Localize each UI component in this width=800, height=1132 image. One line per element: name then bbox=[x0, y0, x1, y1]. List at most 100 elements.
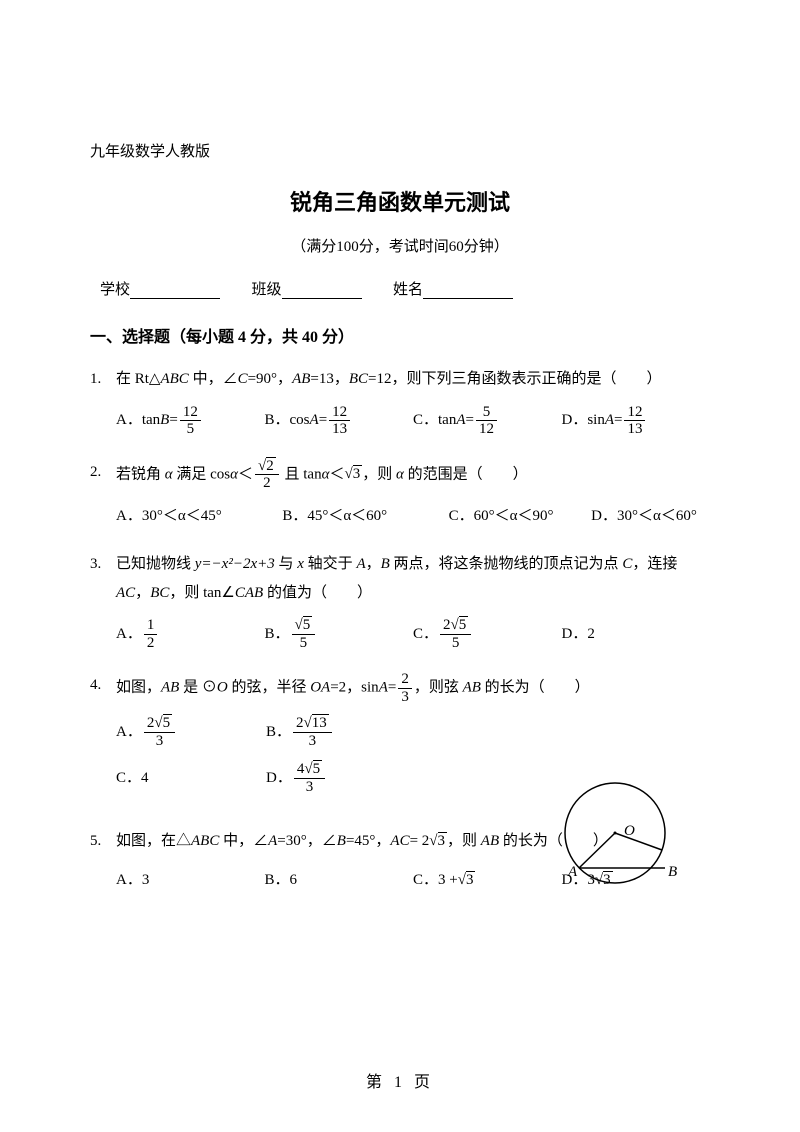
q2-opt-d: D．30°＜α＜60° bbox=[591, 502, 710, 531]
q1-opt-b: B．cos A = 1213 bbox=[265, 404, 414, 438]
q3-x: x bbox=[297, 556, 304, 572]
school-blank[interactable] bbox=[130, 283, 220, 300]
q4-t2: 的弦，半径 bbox=[228, 679, 311, 695]
q4-t4: ，则弦 bbox=[414, 679, 463, 695]
q4-t1: 是 ⊙ bbox=[179, 679, 217, 695]
q3-opt-c: C．255 bbox=[413, 617, 562, 651]
q1d-pre: D．sin bbox=[562, 406, 605, 435]
q4-opt-c: C．4 bbox=[116, 761, 266, 795]
q2-lt2: ＜ bbox=[329, 466, 344, 482]
q3-t4: ，连接 bbox=[632, 556, 677, 572]
q3-eq: y=−x²−2x+3 bbox=[195, 556, 275, 572]
q4a-pre: A． bbox=[116, 718, 142, 747]
q5-text: 如图，在△ bbox=[116, 833, 191, 849]
q4-eq: = bbox=[388, 679, 396, 695]
q5-opt-d: D．33 bbox=[562, 866, 711, 895]
q4-ab2: AB bbox=[463, 679, 481, 695]
q4-options: A．253 B．2133 C．4 D．453 bbox=[116, 715, 436, 807]
q4-o: O bbox=[217, 679, 228, 695]
q5-opt-c: C．3 + 3 bbox=[413, 866, 562, 895]
q3-b: B bbox=[381, 556, 390, 572]
q5-eq: = 2 bbox=[410, 833, 430, 849]
q2-lt1: ＜ bbox=[238, 466, 253, 482]
q2-a2: α bbox=[230, 466, 238, 482]
q1-abc: ABC bbox=[160, 371, 188, 387]
q4-t3: =2，sin bbox=[330, 679, 378, 695]
q1-opt-c: C．tan A = 512 bbox=[413, 404, 562, 438]
class-blank[interactable] bbox=[282, 283, 362, 300]
grade-header: 九年级数学人教版 bbox=[90, 140, 710, 161]
q1c-pre: C．tan bbox=[413, 406, 456, 435]
q1c-eq: = bbox=[466, 406, 474, 435]
test-subtitle: （满分100分，考试时间60分钟） bbox=[90, 235, 710, 256]
q5d-pre: D．3 bbox=[562, 866, 595, 895]
q1-t3: =13， bbox=[310, 371, 348, 387]
question-2: 2. 若锐角 α 满足 cosα＜22 且 tanα＜3，则 α 的范围是（ ）… bbox=[90, 458, 710, 531]
q3-t5: ，则 tan∠ bbox=[169, 585, 235, 601]
q4-opt-d: D．453 bbox=[266, 761, 416, 795]
q1b-eq: = bbox=[319, 406, 327, 435]
q5-opt-b: B．6 bbox=[265, 866, 414, 895]
q5-opt-a: A．3 bbox=[116, 866, 265, 895]
q3-opt-a: A．12 bbox=[116, 617, 265, 651]
q5-t4: ，则 bbox=[447, 833, 481, 849]
q3-t1: 与 bbox=[275, 556, 298, 572]
q1a-eq: = bbox=[169, 406, 177, 435]
q1-number: 1. bbox=[90, 365, 101, 394]
q2-end: 的范围是（ ） bbox=[404, 466, 528, 482]
q3b-pre: B． bbox=[265, 620, 290, 649]
q5c-pre: C．3 + bbox=[413, 866, 458, 895]
q3-opt-b: B．55 bbox=[265, 617, 414, 651]
q3a-pre: A． bbox=[116, 620, 142, 649]
q3-bc: BC bbox=[150, 585, 169, 601]
class-label: 班级 bbox=[252, 282, 282, 298]
q2-t2: 且 tan bbox=[281, 466, 322, 482]
name-label: 姓名 bbox=[393, 282, 423, 298]
q5-t3: =45°， bbox=[346, 833, 390, 849]
q4-number: 4. bbox=[90, 671, 101, 700]
section-1-heading: 一、选择题（每小题 4 分，共 40 分） bbox=[90, 323, 710, 347]
info-line: 学校 班级 姓名 bbox=[90, 278, 710, 299]
q1-t1: 中，∠ bbox=[189, 371, 238, 387]
q5-t1: 中，∠ bbox=[219, 833, 268, 849]
q5-abc: ABC bbox=[191, 833, 219, 849]
q3-t2: 轴交于 bbox=[304, 556, 357, 572]
name-blank[interactable] bbox=[423, 283, 513, 300]
q4-oa: OA bbox=[310, 679, 330, 695]
q4-opt-a: A．253 bbox=[116, 715, 266, 749]
q5-t2: =30°，∠ bbox=[277, 833, 336, 849]
q4b-pre: B． bbox=[266, 718, 291, 747]
q3-c2: ， bbox=[135, 585, 150, 601]
q1-t2: =90°， bbox=[248, 371, 292, 387]
q5-ab: AB bbox=[481, 833, 499, 849]
q2-opt-c: C．60°＜α＜90° bbox=[449, 502, 592, 531]
school-label: 学校 bbox=[100, 282, 130, 298]
q5-end: 的长为（ ） bbox=[499, 833, 608, 849]
q3-ac: AC bbox=[116, 585, 135, 601]
q4-ab: AB bbox=[161, 679, 179, 695]
question-3: 3. 已知抛物线 y=−x²−2x+3 与 x 轴交于 A，B 两点，将这条抛物… bbox=[90, 550, 710, 651]
q5-options: A．3 B．6 C．3 + 3 D．33 bbox=[116, 866, 710, 895]
q3-c1: ， bbox=[366, 556, 381, 572]
q2-t3: ，则 bbox=[362, 466, 396, 482]
q1a-var: B bbox=[160, 406, 169, 435]
q2-text: 若锐角 bbox=[116, 466, 165, 482]
q3-a: A bbox=[356, 556, 365, 572]
q2-opt-b: B．45°＜α＜60° bbox=[282, 502, 448, 531]
q3-options: A．12 B．55 C．255 D．2 bbox=[116, 617, 710, 651]
q1-ab: AB bbox=[292, 371, 310, 387]
q1-options: A．tan B = 125 B．cos A = 1213 C．tan A = 5… bbox=[116, 404, 710, 438]
q4-text: 如图， bbox=[116, 679, 161, 695]
q2-opt-a: A．30°＜α＜45° bbox=[116, 502, 282, 531]
q2-t1: 满足 cos bbox=[173, 466, 231, 482]
q3-number: 3. bbox=[90, 550, 101, 579]
q1c-var: A bbox=[456, 406, 465, 435]
q4d-pre: D． bbox=[266, 764, 292, 793]
test-title: 锐角三角函数单元测试 bbox=[90, 185, 710, 217]
q1-text: 在 Rt△ bbox=[116, 371, 160, 387]
q2-number: 2. bbox=[90, 458, 101, 487]
q5-ac: AC bbox=[390, 833, 409, 849]
question-1: 1. 在 Rt△ABC 中，∠C=90°，AB=13，BC=12，则下列三角函数… bbox=[90, 365, 710, 438]
q3-opt-d: D．2 bbox=[562, 617, 711, 651]
q3-cab: CAB bbox=[235, 585, 263, 601]
